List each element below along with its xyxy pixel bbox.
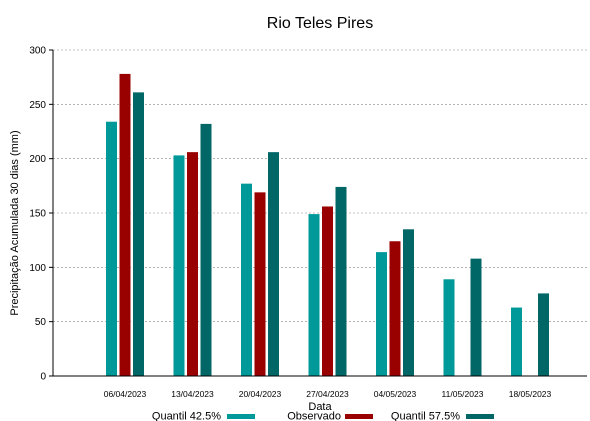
legend-label: Quantil 42.5% [152,411,221,421]
x-tick-label: 11/05/2023 [442,389,484,399]
y-tick-label: 0 [40,372,46,383]
bar [133,92,144,376]
bar [119,73,131,376]
legend-swatch [227,414,255,419]
bar [308,214,320,376]
x-tick-label: 18/05/2023 [509,389,552,399]
bar [376,252,387,376]
bar [241,183,252,376]
axes: 0 50 100 150 200 250 300 06/04/2023 13/04/2023 20… [29,46,587,399]
y-tick-label: 250 [29,100,46,111]
legend-label: Observado [287,411,341,421]
x-tick-label: 20/04/2023 [239,389,282,399]
chart-title: Rio Teles Pires [267,15,373,32]
x-tick-label: 13/04/2023 [171,389,214,399]
bar [322,206,333,376]
y-tick-label: 50 [35,317,47,328]
bar [268,152,279,376]
x-axis-title: Data [308,401,332,413]
x-tick-label: 27/04/2023 [306,389,349,399]
legend: Quantil 42.5% Observado Quantil 57.5% [152,411,494,421]
bar [254,192,266,376]
x-tick-label: 06/04/2023 [104,389,147,399]
bar [538,293,549,376]
bar [389,241,401,376]
legend-swatch [345,414,373,419]
y-tick-label: 300 [29,46,46,57]
bar [106,121,117,376]
bar [470,258,482,376]
legend-label: Quantil 57.5% [391,411,460,421]
x-tick-label: 04/05/2023 [374,389,417,399]
bar [173,155,185,376]
y-tick-label: 200 [29,154,46,165]
bar [511,307,522,376]
y-axis-title: Precipitação Acumulada 30 dias (mm) [9,130,21,315]
bars [106,73,549,376]
legend-swatch [466,414,494,419]
y-tick-label: 150 [29,209,46,220]
bar [335,186,347,376]
y-tick-label: 100 [29,263,46,274]
bar [443,279,455,376]
bar [200,123,212,376]
bar [403,229,414,376]
bar [187,152,198,376]
